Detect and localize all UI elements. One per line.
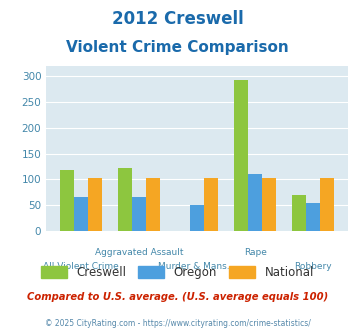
Bar [88, 179, 102, 231]
Text: Rape: Rape [244, 248, 267, 257]
Text: Murder & Mans...: Murder & Mans... [158, 262, 236, 271]
Bar [248, 174, 262, 231]
Text: Robbery: Robbery [294, 262, 332, 271]
Bar [320, 179, 334, 231]
Bar [132, 197, 146, 231]
Bar [60, 170, 74, 231]
Bar [190, 205, 204, 231]
Text: Violent Crime Comparison: Violent Crime Comparison [66, 40, 289, 54]
Bar [292, 195, 306, 231]
Bar [118, 168, 132, 231]
Text: 2012 Creswell: 2012 Creswell [111, 10, 244, 28]
Bar [74, 197, 88, 231]
Legend: Creswell, Oregon, National: Creswell, Oregon, National [37, 262, 318, 284]
Bar [146, 179, 160, 231]
Text: All Violent Crime: All Violent Crime [43, 262, 119, 271]
Bar [234, 80, 248, 231]
Bar [306, 203, 320, 231]
Bar [262, 179, 276, 231]
Text: © 2025 CityRating.com - https://www.cityrating.com/crime-statistics/: © 2025 CityRating.com - https://www.city… [45, 319, 310, 328]
Text: Aggravated Assault: Aggravated Assault [95, 248, 183, 257]
Text: Compared to U.S. average. (U.S. average equals 100): Compared to U.S. average. (U.S. average … [27, 292, 328, 302]
Bar [204, 179, 218, 231]
